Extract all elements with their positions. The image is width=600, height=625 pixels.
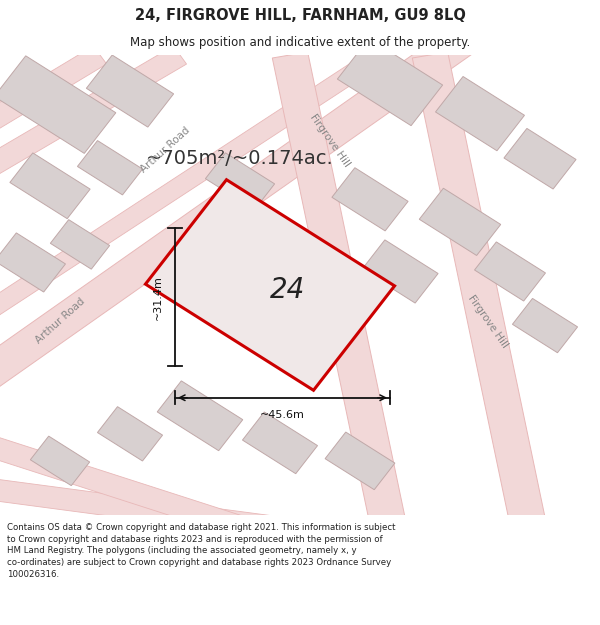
Polygon shape	[31, 436, 89, 486]
Polygon shape	[0, 478, 322, 544]
Polygon shape	[362, 240, 438, 303]
Polygon shape	[242, 412, 317, 474]
Text: ~45.6m: ~45.6m	[260, 411, 305, 421]
Polygon shape	[504, 128, 576, 189]
Polygon shape	[475, 242, 545, 301]
Polygon shape	[0, 48, 386, 324]
Polygon shape	[325, 432, 395, 490]
Polygon shape	[0, 432, 264, 543]
Text: Firgrove Hill: Firgrove Hill	[308, 112, 352, 169]
Text: Firgrove Hill: Firgrove Hill	[466, 293, 510, 349]
Polygon shape	[419, 188, 501, 256]
Text: 24, FIRGROVE HILL, FARNHAM, GU9 8LQ: 24, FIRGROVE HILL, FARNHAM, GU9 8LQ	[134, 8, 466, 23]
Text: Arthur Road: Arthur Road	[139, 125, 191, 174]
Polygon shape	[97, 407, 163, 461]
Polygon shape	[412, 52, 548, 536]
Polygon shape	[157, 381, 243, 451]
Polygon shape	[0, 56, 116, 153]
Text: Contains OS data © Crown copyright and database right 2021. This information is : Contains OS data © Crown copyright and d…	[7, 522, 396, 579]
Text: Arthur Road: Arthur Road	[34, 296, 86, 346]
Polygon shape	[50, 219, 110, 269]
Polygon shape	[272, 52, 407, 536]
Polygon shape	[0, 233, 65, 292]
Text: ~705m²/~0.174ac.: ~705m²/~0.174ac.	[146, 149, 334, 168]
Text: 24: 24	[271, 276, 305, 304]
Polygon shape	[77, 141, 143, 195]
Polygon shape	[10, 153, 90, 219]
Polygon shape	[205, 153, 275, 210]
Polygon shape	[145, 180, 395, 390]
Polygon shape	[436, 76, 524, 151]
Polygon shape	[337, 39, 443, 126]
Polygon shape	[512, 298, 578, 352]
Polygon shape	[332, 168, 408, 231]
Polygon shape	[0, 46, 107, 136]
Polygon shape	[0, 15, 491, 392]
Text: Map shows position and indicative extent of the property.: Map shows position and indicative extent…	[130, 36, 470, 49]
Polygon shape	[0, 46, 187, 181]
Polygon shape	[86, 55, 173, 127]
Text: ~31.4m: ~31.4m	[153, 275, 163, 319]
